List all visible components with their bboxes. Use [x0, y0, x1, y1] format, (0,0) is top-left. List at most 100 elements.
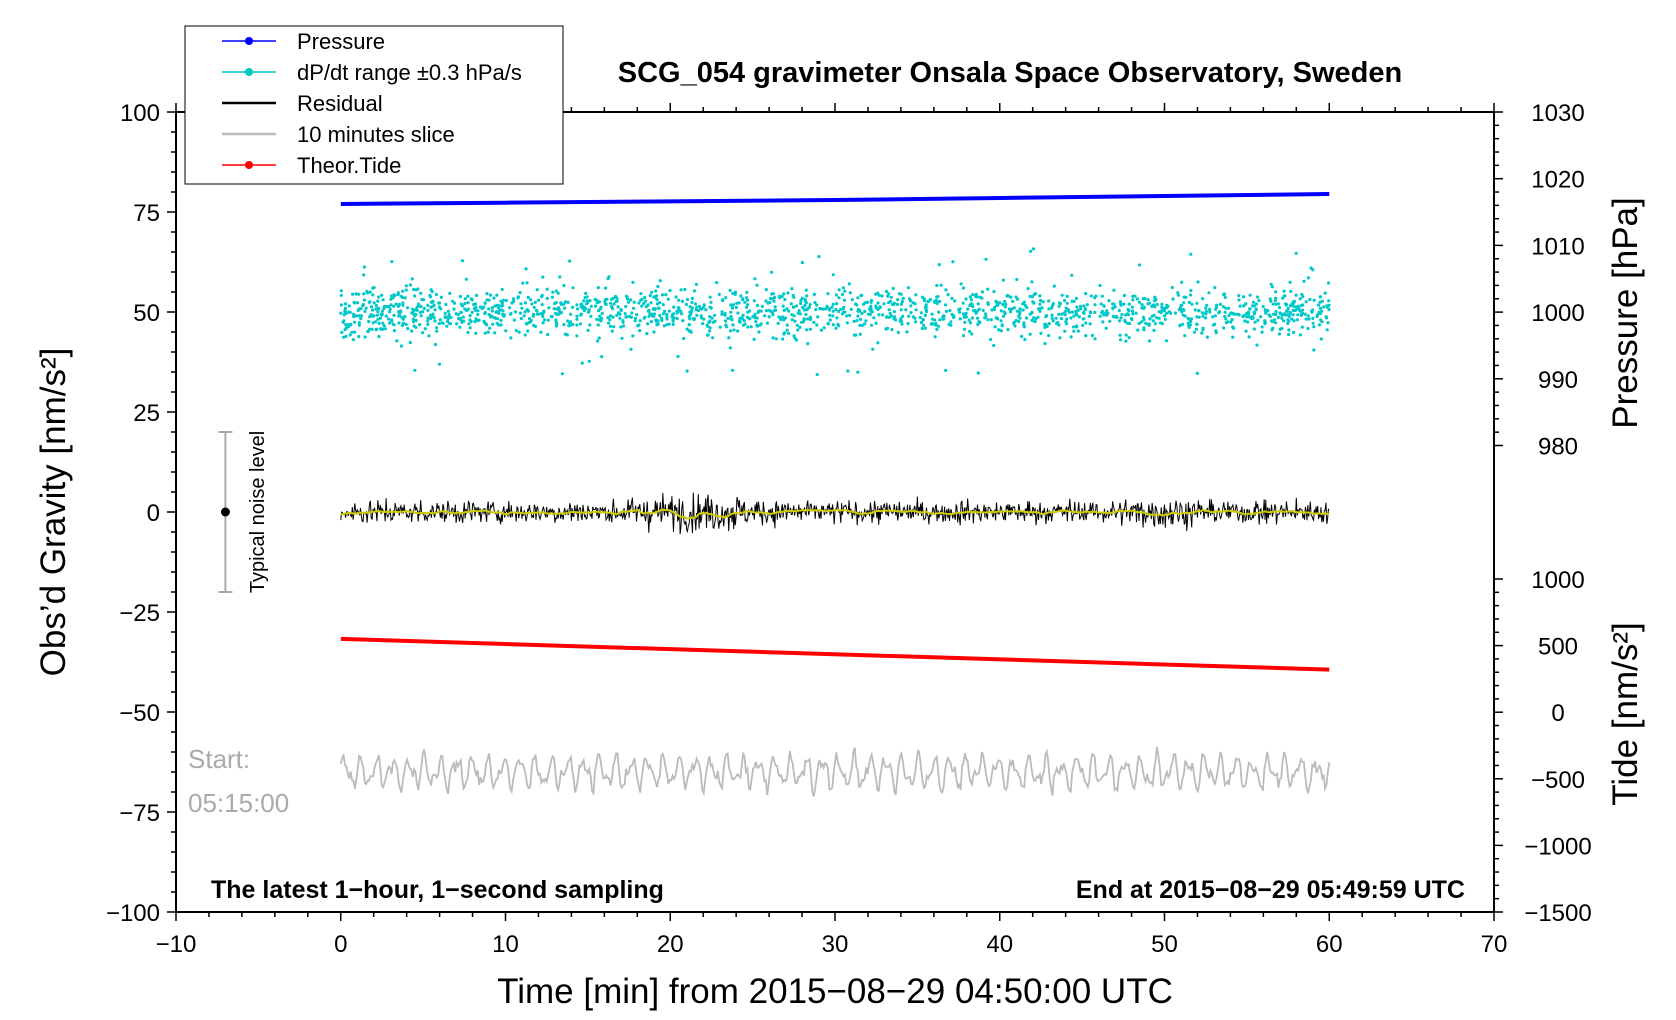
- dpdt-point: [647, 314, 651, 318]
- dpdt-point: [898, 319, 902, 323]
- dpdt-point: [1006, 328, 1010, 332]
- y-left-tick-label: −75: [119, 800, 160, 827]
- dpdt-point: [468, 314, 472, 318]
- dpdt-point: [994, 316, 998, 320]
- dpdt-point: [523, 333, 527, 337]
- dpdt-point: [796, 328, 800, 332]
- dpdt-point: [981, 308, 985, 312]
- dpdt-point: [1205, 303, 1209, 307]
- dpdt-point: [550, 295, 555, 299]
- dpdt-point: [1218, 302, 1223, 306]
- dpdt-point: [724, 296, 728, 300]
- dpdt-point: [401, 301, 405, 305]
- dpdt-point: [1090, 333, 1094, 338]
- dpdt-point: [464, 277, 468, 281]
- dpdt-point: [936, 295, 940, 299]
- dpdt-point: [907, 314, 911, 318]
- dpdt-point: [521, 281, 525, 285]
- dpdt-point: [770, 270, 774, 274]
- dpdt-point: [765, 321, 770, 325]
- dpdt-point: [611, 315, 615, 319]
- dpdt-point: [779, 316, 784, 320]
- dpdt-point: [668, 288, 672, 293]
- dpdt-point: [1294, 251, 1298, 255]
- dpdt-point: [772, 299, 776, 303]
- dpdt-point: [1231, 325, 1235, 329]
- dpdt-point: [466, 294, 470, 298]
- dpdt-point: [389, 297, 393, 301]
- dpdt-point: [734, 305, 739, 310]
- dpdt-point: [1000, 324, 1004, 328]
- sampling-note: The latest 1−hour, 1−second sampling: [211, 876, 664, 904]
- dpdt-point: [1146, 322, 1150, 326]
- dpdt-point: [531, 314, 535, 318]
- dpdt-point: [713, 313, 717, 317]
- dpdt-point: [490, 309, 494, 313]
- dpdt-point: [495, 293, 499, 297]
- dpdt-point: [403, 296, 407, 300]
- dpdt-point: [746, 310, 750, 314]
- dpdt-point: [1286, 318, 1290, 322]
- dpdt-point: [914, 308, 918, 312]
- y-axis-title-tide: Tide [nm/s²]: [1606, 622, 1645, 805]
- dpdt-point: [745, 290, 749, 294]
- dpdt-point: [632, 300, 636, 304]
- dpdt-point: [933, 318, 937, 322]
- dpdt-point: [533, 300, 537, 304]
- dpdt-point: [973, 309, 977, 313]
- dpdt-point: [380, 293, 384, 297]
- dpdt-point: [1162, 309, 1167, 313]
- legend: Pressure dP/dt range ±0.3 hPa/s Residual 10…: [184, 25, 564, 185]
- dpdt-point: [1082, 317, 1086, 321]
- dpdt-point: [961, 334, 966, 338]
- dpdt-point: [1063, 313, 1067, 317]
- dpdt-point: [1038, 309, 1042, 313]
- dpdt-point: [588, 323, 592, 327]
- dpdt-point: [695, 313, 699, 317]
- dpdt-point: [1119, 316, 1123, 320]
- dpdt-point: [649, 320, 654, 324]
- dpdt-point: [347, 304, 351, 308]
- dpdt-point: [795, 323, 799, 327]
- dpdt-point: [1076, 308, 1080, 312]
- dpdt-point: [414, 312, 418, 316]
- dpdt-point: [767, 315, 771, 319]
- dpdt-point: [1306, 326, 1310, 331]
- dpdt-point: [435, 329, 439, 333]
- dpdt-point: [1318, 306, 1323, 311]
- dpdt-point: [876, 341, 880, 345]
- dpdt-point: [1193, 308, 1197, 312]
- dpdt-point: [1064, 320, 1068, 324]
- pressure-tick-label: 1030: [1531, 100, 1584, 127]
- dpdt-point: [1287, 328, 1291, 332]
- dpdt-point: [370, 308, 375, 312]
- dpdt-point: [350, 330, 354, 334]
- dpdt-point: [849, 307, 853, 311]
- dpdt-point: [753, 277, 757, 281]
- dpdt-point: [597, 309, 601, 313]
- dpdt-point: [631, 334, 635, 338]
- dpdt-point: [537, 298, 541, 302]
- dpdt-point: [586, 328, 590, 332]
- dpdt-point: [1319, 318, 1323, 322]
- dpdt-point: [1236, 312, 1240, 316]
- dpdt-point: [1177, 308, 1181, 312]
- dpdt-point: [857, 307, 861, 312]
- dpdt-point: [756, 310, 760, 314]
- dpdt-point: [530, 302, 534, 306]
- dpdt-point: [376, 299, 380, 303]
- dpdt-point: [390, 319, 394, 323]
- dpdt-point: [562, 323, 566, 327]
- dpdt-point: [532, 323, 536, 327]
- dpdt-point: [382, 324, 386, 328]
- dpdt-point: [1135, 297, 1139, 301]
- dpdt-point: [339, 289, 343, 293]
- dpdt-point: [1063, 298, 1067, 303]
- dpdt-point: [597, 336, 601, 340]
- dpdt-point: [493, 331, 497, 335]
- dpdt-point: [1286, 321, 1290, 326]
- dpdt-point: [1021, 308, 1025, 312]
- dpdt-point: [738, 316, 742, 320]
- dpdt-point: [558, 275, 562, 279]
- dpdt-point: [900, 322, 904, 326]
